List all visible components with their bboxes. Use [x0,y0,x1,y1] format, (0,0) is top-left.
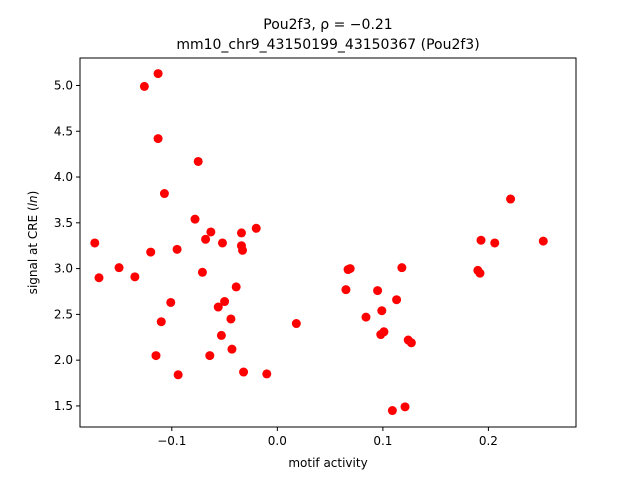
data-point [506,194,516,204]
data-point [291,319,301,329]
data-point [345,264,355,274]
data-point [476,235,486,245]
data-point [206,227,216,237]
y-axis-label-end: ) [26,191,40,196]
y-tick-label: 2.5 [54,307,73,321]
x-tick-label: 0.0 [268,434,287,448]
data-point [400,402,410,412]
y-tick-label: 4.5 [54,124,73,138]
data-point [262,369,272,379]
data-point [216,330,226,340]
data-points [90,69,548,416]
y-tick-label: 4.0 [54,170,73,184]
x-tick-label: 0.2 [479,434,498,448]
data-point [193,156,203,166]
y-tick-label: 2.0 [54,353,73,367]
data-point [159,189,169,199]
data-point [379,327,389,337]
data-point [406,338,416,348]
data-point [377,306,387,316]
data-point [238,245,248,255]
y-tick-label: 1.5 [54,399,73,413]
data-point [166,297,176,307]
data-point [146,247,156,257]
y-axis-label-italic: ln [26,195,40,206]
data-point [397,263,407,273]
data-point [173,370,183,380]
data-point [373,286,383,296]
data-point [251,223,261,233]
data-point [130,272,140,282]
data-point [114,263,124,273]
x-axis-label: motif activity [288,456,367,470]
y-tick-label: 3.0 [54,262,73,276]
y-axis-label: signal at CRE (ln) [26,191,40,295]
data-point [190,214,200,224]
data-point [220,297,230,307]
data-point [239,367,249,377]
data-point [205,351,215,361]
data-point [475,268,485,278]
x-tick-label: 0.1 [373,434,392,448]
data-point [153,134,163,144]
data-point [156,317,166,327]
data-point [227,344,237,354]
data-point [490,238,500,248]
data-point [217,238,227,248]
data-point [387,406,397,416]
data-point [90,238,100,248]
data-point [213,302,223,312]
x-tick-label: −0.1 [157,434,186,448]
data-point [151,351,161,361]
chart-title-line2: mm10_chr9_43150199_43150367 (Pou2f3) [176,37,479,53]
y-axis-label-text: signal at CRE ( [26,206,40,294]
y-axis-ticks: 1.5 2.0 2.5 3.0 3.5 4.0 4.5 5.0 [54,78,80,413]
data-point [341,285,351,295]
data-point [231,282,241,292]
data-point [197,267,207,277]
y-tick-label: 3.5 [54,216,73,230]
chart-title-line1: Pou2f3, ρ = −0.21 [263,17,392,33]
data-point [139,81,149,91]
x-axis-ticks: −0.1 0.0 0.1 0.2 [157,427,498,448]
data-point [94,273,104,283]
data-point [226,314,236,324]
y-tick-label: 5.0 [54,78,73,92]
data-point [392,295,402,305]
data-point [201,234,211,244]
data-point [153,69,163,79]
plot-frame [79,57,577,428]
data-point [172,244,182,254]
data-point [538,236,548,246]
data-point [236,228,246,238]
data-point [361,312,371,322]
